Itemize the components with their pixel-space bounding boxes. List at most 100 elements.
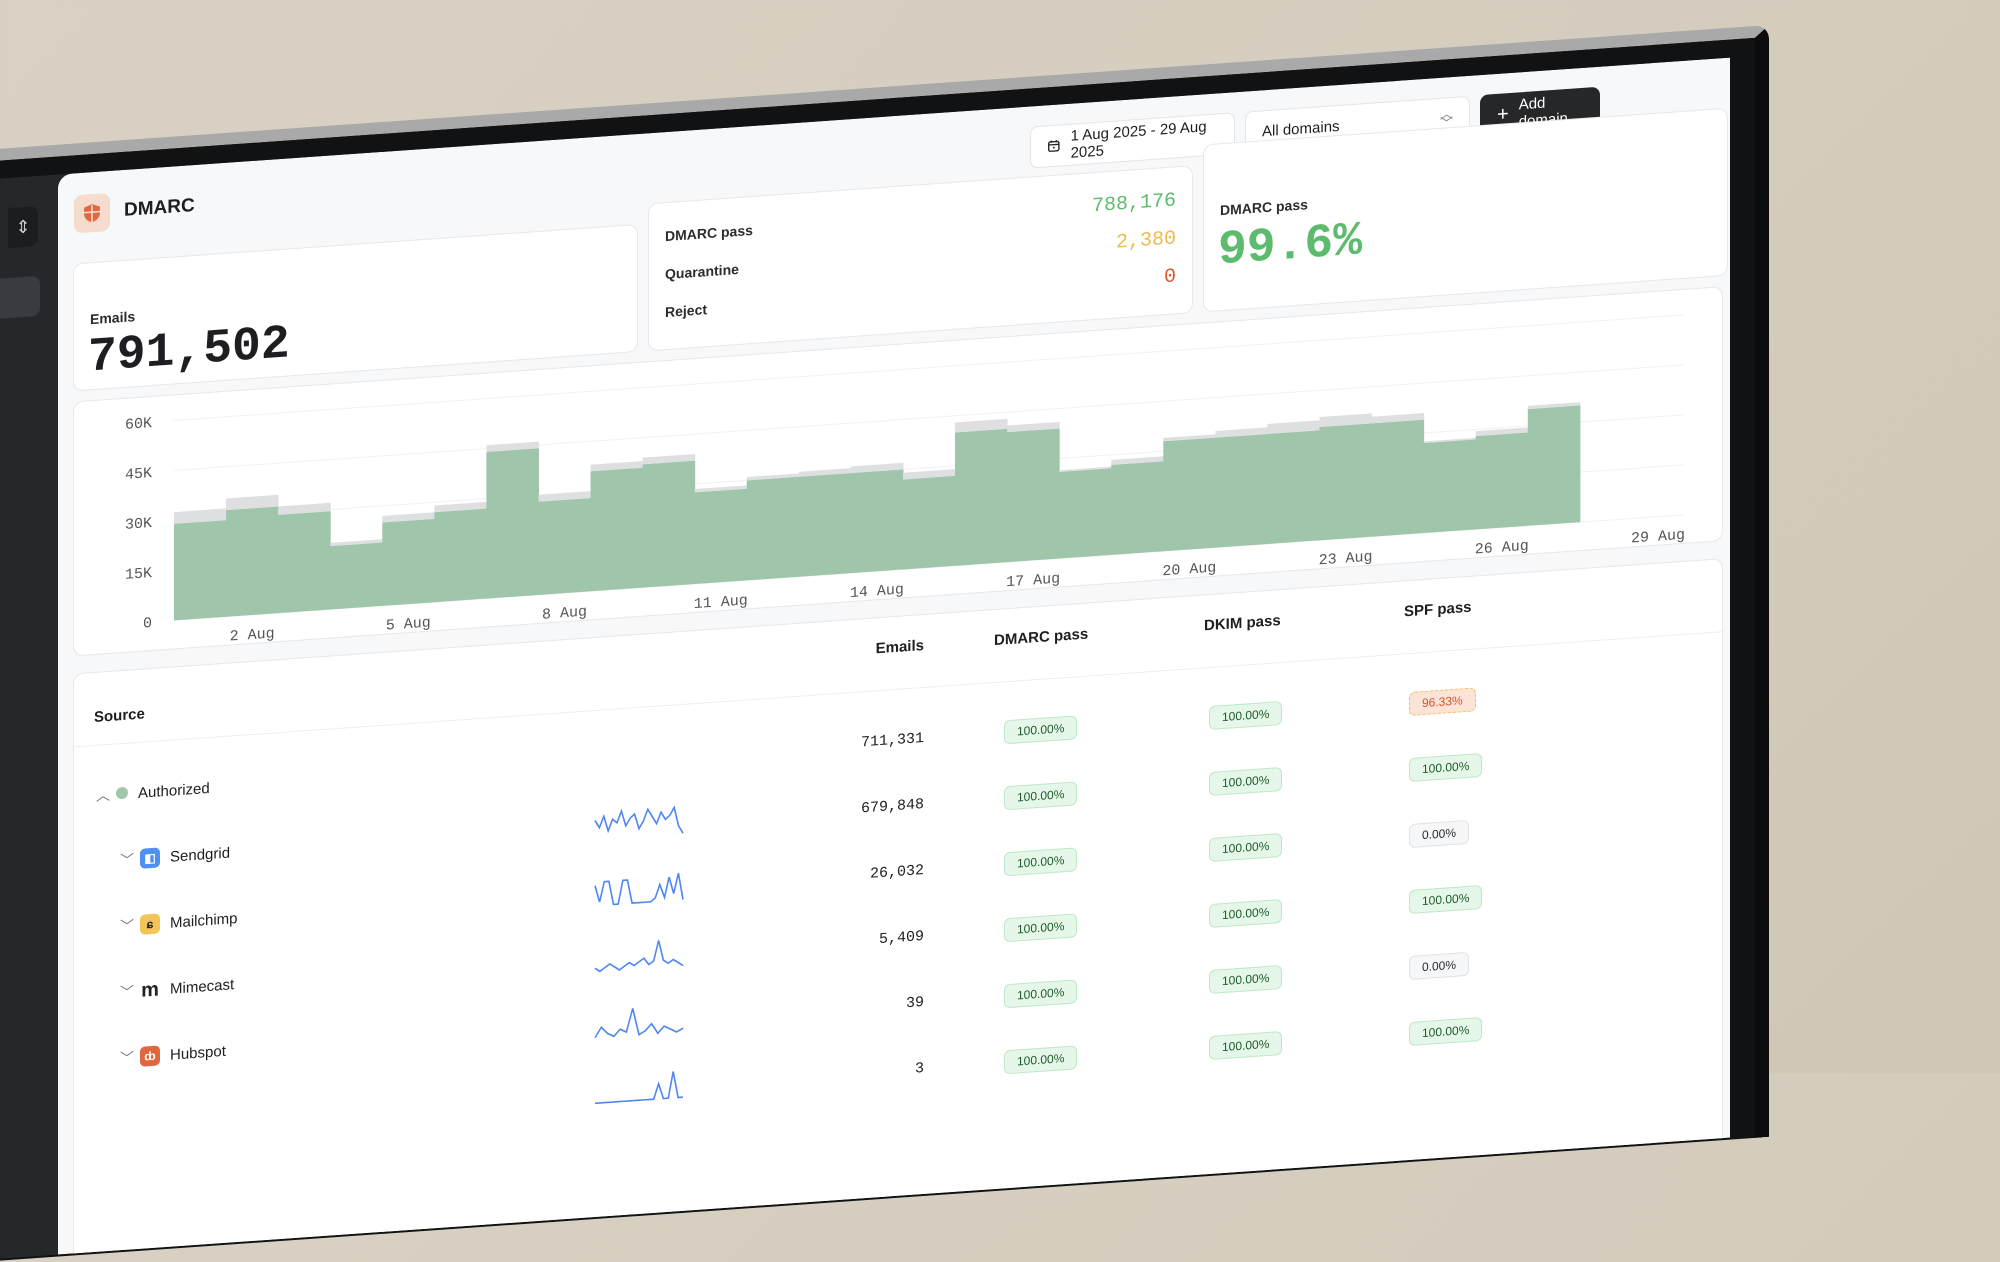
breakdown-value: 2,380	[1115, 226, 1176, 255]
emails-count: 3	[914, 1059, 924, 1078]
emails-count: 679,848	[860, 795, 924, 817]
bar-fail[interactable]	[1111, 456, 1164, 465]
bar-pass[interactable]	[538, 497, 592, 595]
bar-pass[interactable]	[1423, 439, 1477, 534]
bar-pass[interactable]	[278, 511, 331, 614]
bar-fail[interactable]	[746, 473, 800, 481]
chevron-down-icon[interactable]: ﹀	[120, 851, 134, 869]
bar-pass[interactable]	[590, 467, 644, 592]
date-range-picker[interactable]: 1 Aug 2025 - 29 Aug 2025	[1030, 112, 1235, 169]
bar-fail[interactable]	[382, 512, 435, 523]
chevron-up-down-icon: ︿ ﹀	[1439, 105, 1453, 131]
emails-count: 711,331	[860, 729, 924, 751]
emails-card: Emails 791,502	[73, 223, 638, 392]
col-dmarc-pass[interactable]: DMARC pass	[994, 625, 1089, 650]
breakdown-label: Reject	[665, 301, 708, 321]
bar-pass[interactable]	[955, 428, 1008, 566]
col-spf-pass[interactable]: SPF pass	[1404, 598, 1472, 621]
table-row[interactable]: ﹀ ȸ Hubspot 39 100.00% 100.00% 0.00%	[74, 913, 1722, 1094]
bar-pass[interactable]	[850, 469, 904, 574]
col-dkim-pass[interactable]: DKIM pass	[1204, 612, 1281, 635]
bar-fail[interactable]	[955, 418, 1008, 433]
bar-fail[interactable]	[1475, 427, 1529, 437]
bar-pass[interactable]	[226, 506, 279, 617]
bar-pass[interactable]	[486, 448, 539, 599]
bar-fail[interactable]	[694, 485, 748, 493]
x-tick-label: 26 Aug	[1475, 538, 1529, 559]
bar-pass[interactable]	[1163, 437, 1216, 552]
volume-chart: 0 15K 30K 45K 60K 2 Aug 5 Aug 8 Aug 11 Aug 14 Aug…	[125, 314, 1685, 646]
col-source[interactable]: Source	[94, 705, 145, 727]
bar-fail[interactable]	[1267, 420, 1321, 434]
bar-fail[interactable]	[278, 502, 331, 515]
bar-pass[interactable]	[174, 520, 227, 621]
bar-pass[interactable]	[642, 460, 696, 588]
x-tick-label: 14 Aug	[850, 581, 904, 602]
chevron-down-icon[interactable]: ﹀	[120, 1049, 134, 1067]
dmarc-pass-badge: 100.00%	[1004, 1045, 1078, 1075]
bar-pass[interactable]	[434, 508, 487, 603]
bar-pass[interactable]	[1475, 432, 1529, 530]
chevron-down-icon[interactable]: ﹀	[120, 917, 134, 935]
y-tick-label: 30K	[125, 515, 152, 534]
y-tick-label: 0	[143, 615, 152, 633]
bar-pass[interactable]	[330, 542, 383, 610]
dmarc-pass-badge: 100.00%	[1004, 715, 1078, 745]
bar-pass[interactable]	[1371, 419, 1425, 537]
sidebar-item-active[interactable]	[0, 275, 40, 319]
bar-fail[interactable]	[486, 441, 539, 452]
bar-pass[interactable]	[1059, 468, 1112, 559]
bar-fail[interactable]	[1215, 427, 1268, 438]
bar-pass[interactable]	[1215, 433, 1268, 548]
y-tick-label: 45K	[125, 465, 152, 484]
chevron-down-icon[interactable]: ﹀	[120, 983, 134, 1001]
bar-pass[interactable]	[746, 476, 800, 581]
bar-fail[interactable]	[798, 468, 852, 477]
bar-pass[interactable]	[1319, 423, 1373, 541]
sidebar-toggle-chevron-icon[interactable]: ⇕	[8, 205, 38, 249]
bar-fail[interactable]	[434, 501, 487, 513]
bar-fail[interactable]	[1059, 466, 1112, 472]
bar-fail[interactable]	[174, 508, 227, 524]
toolbar: 1 Aug 2025 - 29 Aug 2025 All domains ︿ ﹀ …	[1030, 86, 1600, 169]
bar-pass[interactable]	[798, 473, 852, 577]
sparkline	[594, 854, 684, 926]
x-tick-label: 29 Aug	[1631, 527, 1685, 548]
dmarc-pass-badge: 100.00%	[1004, 781, 1078, 811]
bar-pass[interactable]	[1267, 430, 1321, 544]
bar-fail[interactable]	[226, 494, 279, 511]
bar-pass[interactable]	[382, 518, 435, 606]
emails-count: 39	[905, 993, 924, 1012]
bar-fail[interactable]	[1527, 402, 1581, 410]
bar-pass[interactable]	[902, 475, 956, 570]
bar-fail[interactable]	[642, 453, 696, 465]
bar-fail[interactable]	[1319, 413, 1373, 427]
mailchimp-icon: ɕ	[140, 913, 170, 935]
bar-pass[interactable]	[1007, 428, 1060, 563]
bar-fail[interactable]	[330, 539, 383, 547]
table-row[interactable]: ﹀ ɕ Mailchimp 26,032 100.00% 100.00% 0.0…	[74, 781, 1722, 962]
bar-fail[interactable]	[1163, 434, 1216, 442]
sparkline-line	[594, 1008, 684, 1039]
bar-pass[interactable]	[694, 488, 748, 585]
source-name: Mailchimp	[170, 909, 238, 932]
bar-fail[interactable]	[850, 462, 904, 474]
col-emails[interactable]: Emails	[875, 636, 924, 658]
dkim-pass-badge: 100.00%	[1209, 700, 1283, 731]
x-tick-label: 23 Aug	[1319, 549, 1373, 570]
bar-fail[interactable]	[538, 491, 592, 502]
bar-pass[interactable]	[1527, 405, 1581, 526]
bar-fail[interactable]	[1007, 421, 1060, 433]
breakdown-label: Quarantine	[665, 260, 739, 283]
bar-fail[interactable]	[1423, 437, 1477, 444]
bar-fail[interactable]	[902, 469, 956, 480]
chevron-up-icon[interactable]: ︿	[96, 786, 110, 804]
table-row[interactable]: ﹀ ◧ Sendgrid 679,848 100.00% 100.00% 100…	[74, 715, 1722, 896]
source-name: Mimecast	[170, 975, 235, 998]
gridline	[174, 314, 1684, 421]
table-row[interactable]: ﹀ m Mimecast 5,409 100.00% 100.00% 100.0…	[74, 847, 1722, 1028]
bar-pass[interactable]	[1111, 461, 1164, 555]
x-tick-label: 11 Aug	[694, 592, 748, 613]
bar-fail[interactable]	[1371, 413, 1425, 424]
bar-fail[interactable]	[590, 460, 644, 472]
